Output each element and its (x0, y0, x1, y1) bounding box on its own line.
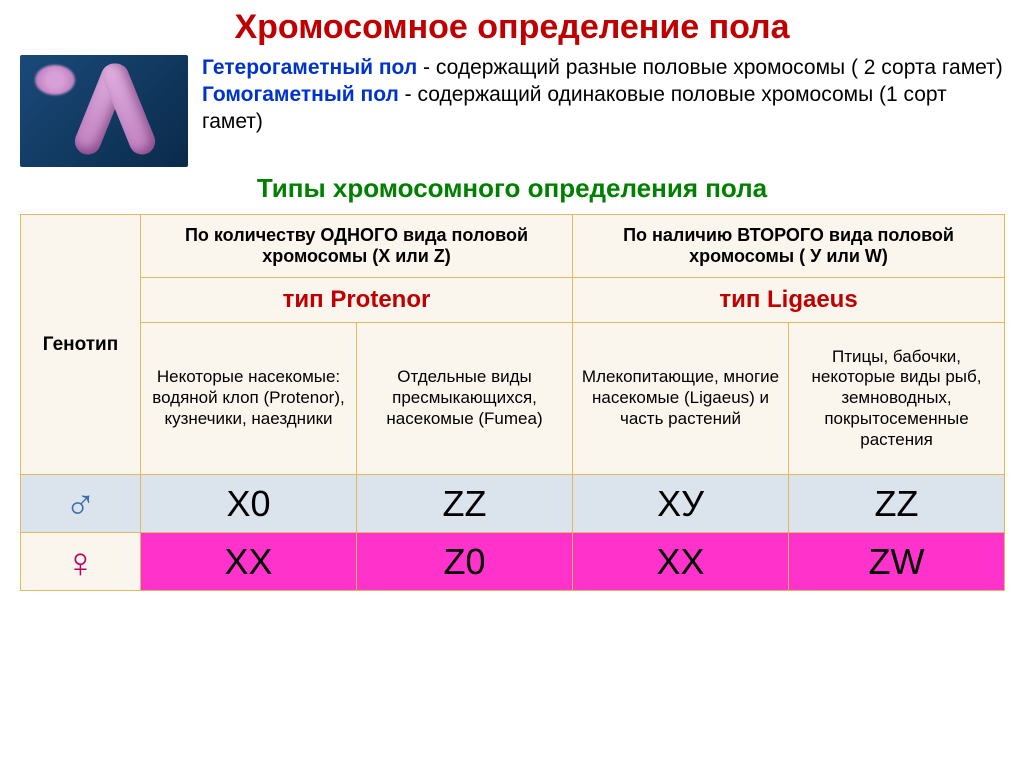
page-title: Хромосомное определение пола (20, 8, 1004, 47)
examples-2: Отдельные виды пресмыкающихся, насекомые… (357, 323, 573, 475)
examples-4: Птицы, бабочки, некоторые виды рыб, земн… (789, 323, 1005, 475)
slide: Хромосомное определение пола Гетерогамет… (0, 0, 1024, 767)
types-row: тип Protenor тип Ligaeus (21, 278, 1005, 323)
term-heterogametic: Гетерогаметный пол (202, 56, 417, 79)
criterion-2: По наличию ВТОРОГО вида половой хромосом… (573, 215, 1005, 278)
types-table: Генотип По количеству ОДНОГО вида полово… (20, 214, 1005, 591)
female-geno-4: ZW (789, 533, 1005, 591)
rowhead-genotype: Генотип (21, 215, 141, 475)
female-row: ♀ ХХ Z0 ХХ ZW (21, 533, 1005, 591)
female-geno-3: ХХ (573, 533, 789, 591)
term-homogametic: Гомогаметный пол (202, 83, 399, 106)
examples-row: Некоторые насекомые: водяной клоп (Prote… (21, 323, 1005, 475)
female-geno-1: ХХ (141, 533, 357, 591)
male-geno-4: ZZ (789, 475, 1005, 533)
examples-3: Млекопитающие, многие насекомые (Ligaeus… (573, 323, 789, 475)
examples-1: Некоторые насекомые: водяной клоп (Prote… (141, 323, 357, 475)
female-geno-2: Z0 (357, 533, 573, 591)
male-row: ♂ Х0 ZZ ХУ ZZ (21, 475, 1005, 533)
male-geno-3: ХУ (573, 475, 789, 533)
def-heterogametic: - содержащий разные половые хромосомы ( … (417, 56, 1003, 79)
definitions-row: Гетерогаметный пол - содержащий разные п… (20, 55, 1004, 167)
definitions-text: Гетерогаметный пол - содержащий разные п… (202, 55, 1004, 136)
chromosome-image (20, 55, 188, 167)
criterion-1: По количеству ОДНОГО вида половой хромос… (141, 215, 573, 278)
male-symbol-icon: ♂ (21, 475, 141, 533)
type-protenor: тип Protenor (141, 278, 573, 323)
female-symbol-icon: ♀ (21, 533, 141, 591)
male-geno-1: Х0 (141, 475, 357, 533)
criteria-row: Генотип По количеству ОДНОГО вида полово… (21, 215, 1005, 278)
subtitle: Типы хромосомного определения пола (20, 173, 1004, 204)
type-ligaeus: тип Ligaeus (573, 278, 1005, 323)
male-geno-2: ZZ (357, 475, 573, 533)
